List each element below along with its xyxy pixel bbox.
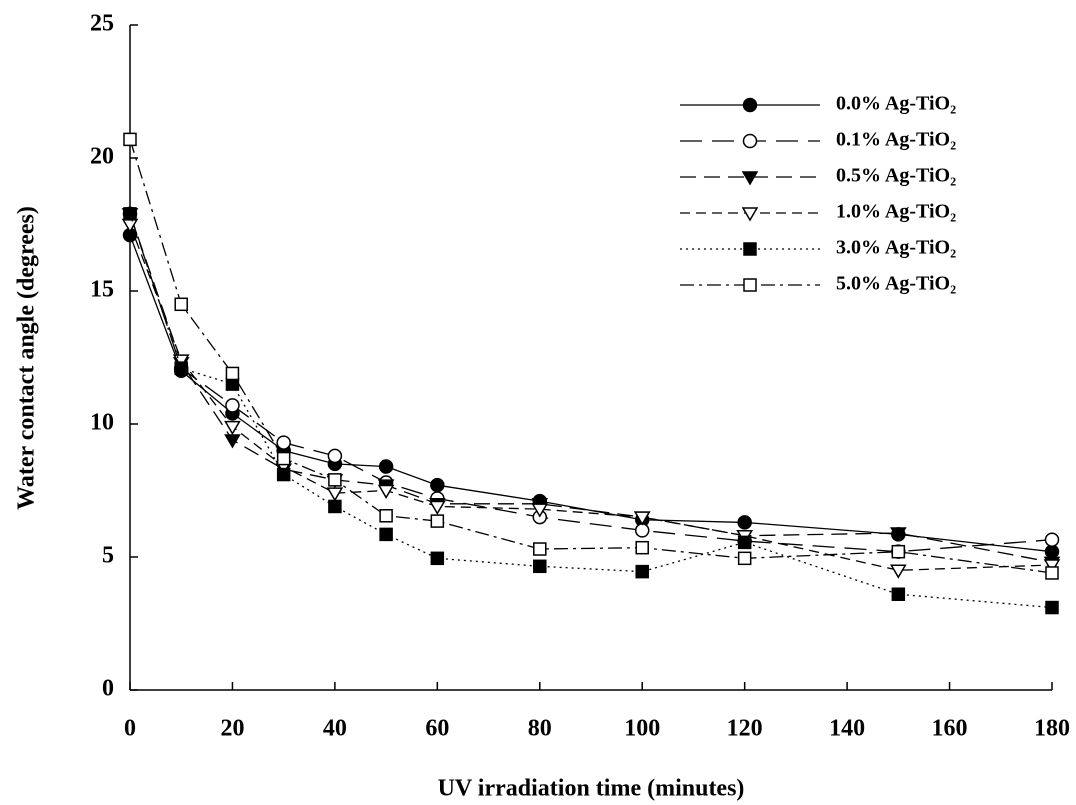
legend-marker [742,97,758,113]
series-line [129,213,1053,609]
x-tick-label: 20 [220,716,244,742]
data-point [174,297,188,312]
data-point [1044,532,1060,547]
x-tick-label: 0 [124,716,136,742]
data-point [123,207,137,221]
data-point [174,361,188,375]
data-point [1043,559,1061,574]
data-point [533,559,547,574]
data-point [326,487,344,502]
data-point [379,509,393,523]
data-point [276,451,291,466]
x-tick-label: 60 [425,716,449,742]
data-point [737,515,752,530]
data-point [635,540,649,555]
y-tick-label: 25 [90,11,114,37]
data-point [634,523,650,538]
data-point [224,420,241,436]
data-point [328,473,342,487]
legend-label: 3.0% Ag-TiO₂ [836,237,956,259]
data-point [1045,600,1059,615]
data-point [377,484,395,499]
data-point [276,467,291,482]
legend-marker [743,278,757,292]
data-point [891,587,906,601]
x-tick-label: 140 [829,716,865,742]
legend-marker [742,133,758,149]
series-line [129,224,1053,571]
data-point [430,477,445,493]
series-line [129,234,1053,553]
data-point [123,132,137,147]
data-point [1045,566,1059,580]
data-point [429,500,446,515]
data-point [891,544,906,559]
y-tick-label: 20 [90,144,114,170]
data-point [327,448,343,464]
data-point [633,511,651,526]
x-tick-label: 120 [727,716,763,742]
data-point [737,535,752,550]
data-point [225,366,240,381]
y-tick-label: 10 [90,410,114,436]
data-point [1044,544,1060,559]
x-tick-label: 80 [528,716,552,742]
data-point [225,398,240,413]
data-point [737,551,752,566]
legend-label: 0.0% Ag-TiO₂ [836,93,956,115]
series-line [129,213,1053,563]
data-point [890,527,907,542]
x-tick-label: 180 [1034,716,1070,742]
series-line [129,213,1053,553]
data-point [328,499,342,514]
data-point [276,435,291,450]
x-tick-label: 40 [323,716,347,742]
y-tick-label: 5 [102,543,114,569]
series-line [129,139,1053,574]
data-point [533,542,547,556]
legend-label: 0.5% Ag-TiO₂ [836,165,956,187]
legend-label: 5.0% Ag-TiO₂ [836,273,956,295]
data-point [531,503,549,518]
legend-label: 1.0% Ag-TiO₂ [836,201,956,223]
data-point [430,551,445,566]
data-point [430,514,445,528]
data-point [224,434,241,449]
data-point [378,459,394,474]
legend-marker [743,242,757,256]
data-point [890,564,907,579]
y-tick-label: 15 [90,277,114,303]
legend-marker [741,171,759,186]
legend-label: 0.1% Ag-TiO₂ [836,129,956,151]
y-tick-label: 0 [102,676,114,702]
x-tick-label: 100 [624,716,660,742]
data-point [635,564,649,579]
legend-marker [741,207,759,222]
x-axis-title: UV irradiation time (minutes) [438,776,745,802]
x-tick-label: 160 [932,716,968,742]
data-point [379,527,393,542]
y-axis-title: Water contact angle (degrees) [14,206,40,510]
